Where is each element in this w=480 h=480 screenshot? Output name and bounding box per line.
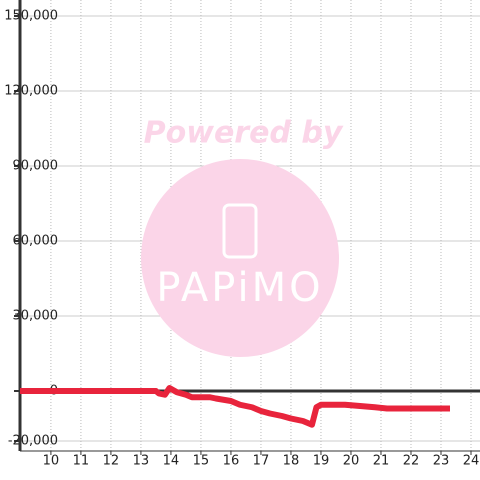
x-tick-label: 22 xyxy=(403,454,420,469)
y-tick-label: 90,000 xyxy=(13,159,59,174)
x-tick-label: 24 xyxy=(463,454,480,469)
x-tick-label: 15 xyxy=(193,454,210,469)
x-tick-label: 23 xyxy=(433,454,450,469)
x-tick-label: 12 xyxy=(103,454,120,469)
x-tick-label: 16 xyxy=(223,454,240,469)
y-tick-label: 120,000 xyxy=(4,84,58,99)
x-tick-label: 20 xyxy=(343,454,360,469)
x-tick-label: 13 xyxy=(133,454,150,469)
x-tick-label: 14 xyxy=(163,454,180,469)
y-tick-label: 60,000 xyxy=(13,234,59,249)
watermark-text: Powered by xyxy=(144,116,344,151)
x-tick-label: 10 xyxy=(43,454,60,469)
x-tick-label: 18 xyxy=(283,454,300,469)
x-tick-label: 17 xyxy=(253,454,270,469)
y-tick-label: 30,000 xyxy=(13,309,59,324)
x-tick-label: 21 xyxy=(373,454,390,469)
y-tick-label: 150,000 xyxy=(4,9,58,24)
watermark-logo: PAPiMO xyxy=(156,265,323,311)
x-tick-label: 19 xyxy=(313,454,330,469)
watermark: Powered by PAPiMO xyxy=(141,116,344,357)
x-tick-label: 11 xyxy=(73,454,90,469)
data-line xyxy=(20,385,450,428)
y-tick-label: -20,000 xyxy=(8,434,58,449)
watermark-phone xyxy=(222,203,258,259)
